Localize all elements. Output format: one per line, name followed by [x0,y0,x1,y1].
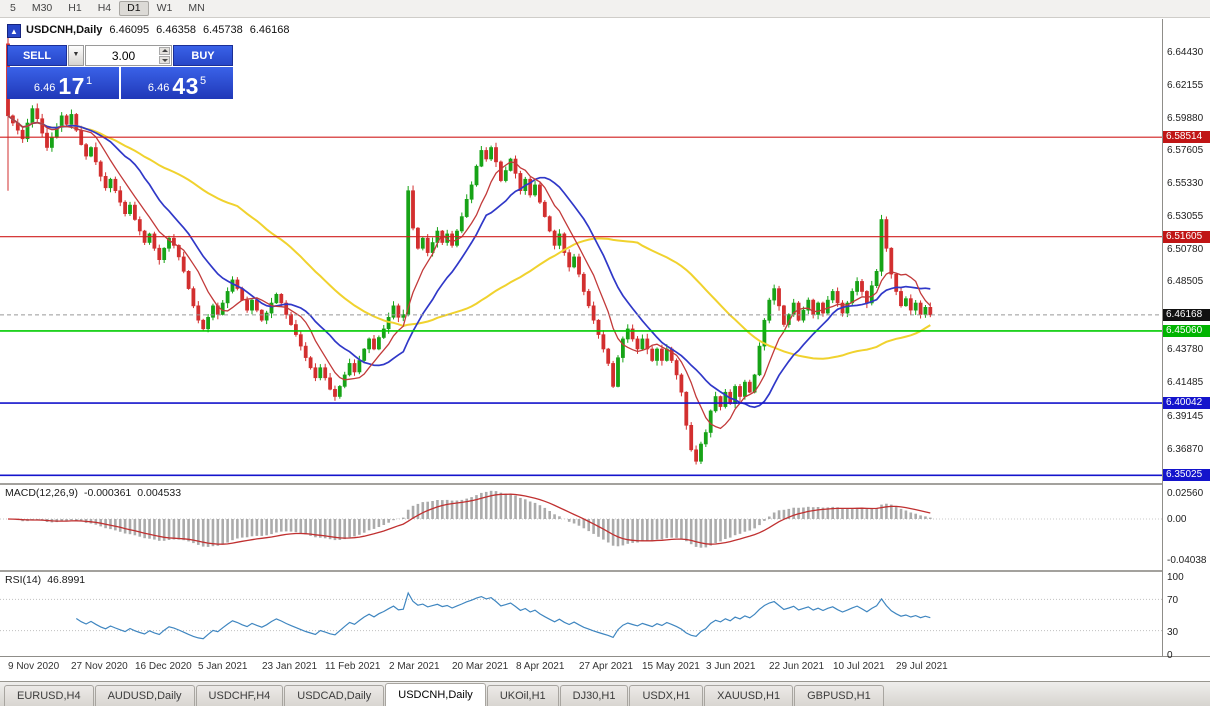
panel-separator[interactable] [0,570,1210,572]
one-click-collapse-toggle[interactable]: ▲ [7,24,21,38]
volume-decrease-icon[interactable] [159,56,170,64]
axis-tick-label: 0.02560 [1167,488,1204,499]
chart-tab-XAUUSD-H1[interactable]: XAUUSD,H1 [704,685,794,706]
buy-button[interactable]: BUY [173,45,233,66]
date-axis-label: 27 Apr 2021 [579,661,633,672]
axis-tick-label: -0.04038 [1167,555,1207,566]
rsi-name: RSI(14) [5,574,42,586]
macd-main-value: -0.000361 [83,487,132,499]
price-level-badge: 6.58514 [1163,131,1210,143]
chart-tab-DJ30-H1[interactable]: DJ30,H1 [559,685,629,706]
price-axis[interactable] [1162,19,1210,656]
date-axis-label: 23 Jan 2021 [262,661,318,672]
axis-tick-label: 6.64430 [1167,47,1204,58]
sell-price-button[interactable]: 6.46 17 1 [7,67,119,99]
timeframe-button-M30[interactable]: M30 [31,2,53,14]
chart-tab-USDCHF-H4[interactable]: USDCHF,H4 [195,685,284,706]
axis-tick-label: 100 [1167,572,1184,583]
date-axis-label: 8 Apr 2021 [516,661,565,672]
date-axis-label: 10 Jul 2021 [833,661,885,672]
date-axis-label: 9 Nov 2020 [8,661,60,672]
timeframe-button-5[interactable]: 5 [10,2,16,14]
timeframe-button-W1[interactable]: W1 [156,2,173,14]
chart-tab-USDCNH-Daily[interactable]: USDCNH,Daily [385,683,486,706]
date-axis-label: 22 Jun 2021 [769,661,825,672]
axis-tick-label: 6.48505 [1167,276,1204,287]
volume-field-wrap [85,45,172,66]
macd-name: MACD(12,26,9) [5,487,78,499]
bid-price-pip-digit: 1 [85,75,93,87]
date-axis-label: 15 May 2021 [642,661,700,672]
axis-tick-label: 70 [1167,595,1179,606]
timeframe-button-H1[interactable]: H1 [68,2,82,14]
chart-tab-UKOil-H1[interactable]: UKOil,H1 [486,685,559,706]
bid-price-prefix: 6.46 [33,82,56,94]
rsi-panel-canvas[interactable] [0,572,1162,656]
buy-price-button[interactable]: 6.46 43 5 [121,67,233,99]
axis-tick-label: 6.57605 [1167,145,1204,156]
axis-tick-label: 0.00 [1167,514,1187,525]
rsi-value: 46.8991 [47,574,86,586]
axis-tick-label: 6.59880 [1167,113,1204,124]
volume-stepper [159,47,170,64]
macd-panel-canvas[interactable] [0,485,1162,570]
ask-price-pip-digit: 5 [199,75,207,87]
chart-tab-USDCAD-Daily[interactable]: USDCAD,Daily [284,685,385,706]
axis-tick-label: 30 [1167,627,1179,638]
volume-increase-icon[interactable] [159,47,170,55]
timeframe-button-H4[interactable]: H4 [97,2,112,14]
chart-tabs-bar: EURUSD,H4 AUDUSD,Daily USDCHF,H4 USDCAD,Dai… [0,681,1210,706]
date-axis-label: 16 Dec 2020 [135,661,192,672]
volume-dropdown-icon[interactable]: ▼ [68,45,84,66]
bid-price-big-digits: 17 [58,73,85,99]
date-axis-label: 5 Jan 2021 [198,661,248,672]
one-click-trading-panel: SELL ▼ BUY 6.46 17 1 6.46 43 5 [7,45,233,99]
axis-tick-label: 6.55330 [1167,178,1204,189]
axis-tick-label: 6.62155 [1167,80,1204,91]
chart-ohlc-header: USDCNH,Daily 6.46095 6.46358 6.45738 6.4… [26,24,289,36]
axis-tick-label: 6.43780 [1167,344,1204,355]
date-axis-label: 29 Jul 2021 [896,661,948,672]
ohlc-low: 6.45738 [202,24,243,36]
date-axis-label: 20 Mar 2021 [452,661,509,672]
chart-tab-USDX-H1[interactable]: USDX,H1 [629,685,704,706]
axis-tick-label: 0 [1167,650,1173,661]
price-level-badge: 6.51605 [1163,231,1210,243]
panel-separator [0,656,1210,657]
axis-tick-label: 6.50780 [1167,244,1204,255]
macd-signal-value: 0.004533 [137,487,182,499]
date-axis-label: 2 Mar 2021 [389,661,440,672]
axis-tick-label: 6.41485 [1167,377,1204,388]
axis-tick-label: 6.36870 [1167,444,1204,455]
macd-label: MACD(12,26,9) -0.000361 0.004533 [5,487,181,499]
volume-input[interactable] [86,46,171,65]
price-level-badge: 6.46168 [1163,309,1210,321]
chart-tab-GBPUSD-H1[interactable]: GBPUSD,H1 [794,685,884,706]
timeframe-toolbar: 5 M30 H1 H4 D1 W1 MN [0,0,1210,18]
date-axis-label: 11 Feb 2021 [325,661,381,672]
ask-price-big-digits: 43 [172,73,199,99]
chart-tab-EURUSD-H4[interactable]: EURUSD,H4 [4,685,94,706]
sell-button[interactable]: SELL [7,45,67,66]
ohlc-close: 6.46168 [249,24,290,36]
axis-tick-label: 6.39145 [1167,411,1204,422]
ask-price-prefix: 6.46 [147,82,170,94]
price-level-badge: 6.40042 [1163,397,1210,409]
price-level-badge: 6.35025 [1163,469,1210,481]
price-level-badge: 6.45060 [1163,325,1210,337]
date-axis-label: 3 Jun 2021 [706,661,756,672]
panel-separator[interactable] [0,483,1210,485]
ohlc-high: 6.46358 [156,24,196,36]
chart-symbol-label: USDCNH,Daily [26,24,103,36]
axis-tick-label: 6.53055 [1167,211,1204,222]
date-axis-label: 27 Nov 2020 [71,661,128,672]
chart-tab-AUDUSD-Daily[interactable]: AUDUSD,Daily [94,685,195,706]
timeframe-button-D1[interactable]: D1 [119,1,149,16]
rsi-label: RSI(14) 46.8991 [5,574,85,586]
ohlc-open: 6.46095 [109,24,150,36]
timeframe-button-MN[interactable]: MN [188,2,205,14]
